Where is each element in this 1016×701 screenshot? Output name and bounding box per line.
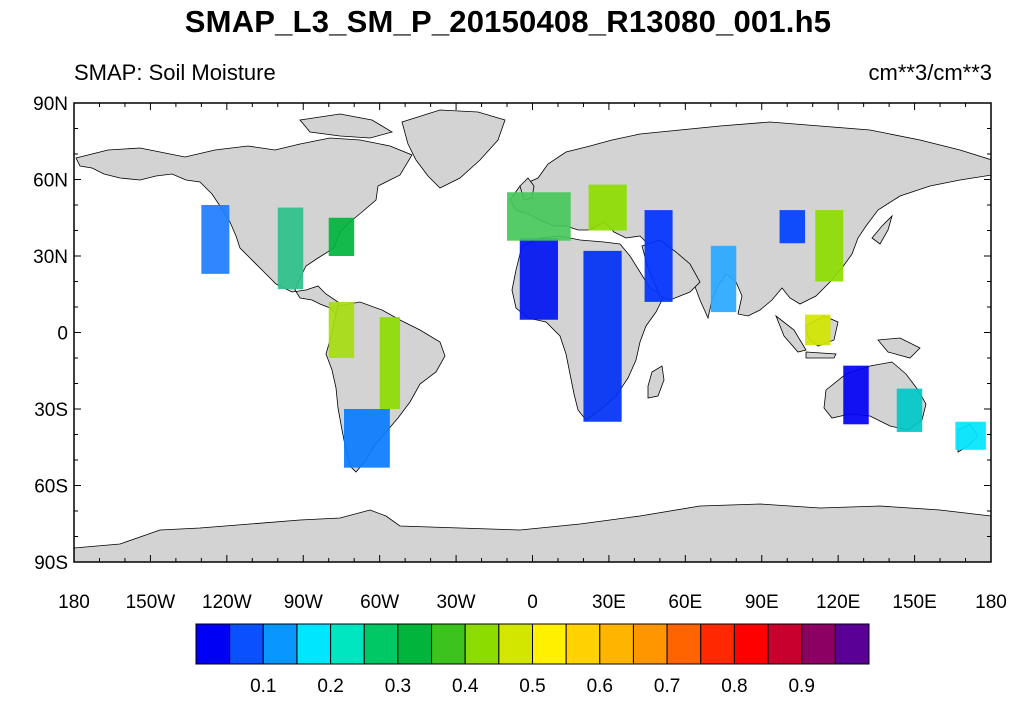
colorbar (195, 623, 870, 665)
colorbar-swatch (229, 623, 264, 665)
lon-label: 120W (202, 592, 252, 613)
units-label: cm**3/cm**3 (868, 60, 992, 85)
swath-borneo (805, 314, 831, 346)
variable-label: SMAP: Soil Moisture (74, 60, 276, 85)
swath-new-zealand (955, 421, 986, 450)
swath-europe-east (588, 184, 627, 231)
colorbar-label: 0.9 (788, 676, 814, 697)
colorbar-swatch (397, 623, 433, 665)
colorbar-label: 0.4 (452, 676, 479, 697)
colorbar-swatch (363, 623, 399, 665)
lon-label: 150E (892, 592, 936, 613)
swath-central-asia (779, 210, 806, 244)
land-japan (871, 214, 893, 245)
land-antarctica (74, 503, 991, 562)
land-arctic-islands (299, 113, 394, 139)
colorbar-swatch (632, 623, 668, 665)
land-north-america (75, 137, 413, 320)
swath-australia-west (843, 365, 869, 425)
colorbar-label: 0.1 (250, 676, 276, 697)
colorbar-swatch (666, 623, 702, 665)
swath-amazon-east (379, 317, 401, 409)
colorbar-swatch (767, 623, 803, 665)
swath-south-america-south (344, 409, 390, 468)
lon-label: 90E (745, 592, 779, 613)
colorbar-swatch (599, 623, 634, 665)
swath-east-africa (583, 250, 622, 422)
map-title: SMAP_L3_SM_P_20150408_R13080_001.h5 (184, 4, 832, 39)
colorbar-labels: 0.1 0.2 0.3 0.4 0.5 0.6 0.7 0.8 0.9 (250, 676, 815, 697)
swath-amazon-west (328, 301, 355, 358)
colorbar-swatch (464, 623, 500, 665)
colorbar-swatch (801, 623, 836, 665)
swath-central-north-america (277, 207, 304, 290)
land-new-guinea (877, 337, 921, 359)
lat-label: 30S (34, 400, 68, 421)
colorbar-label: 0.3 (385, 676, 411, 697)
swath-east-china (815, 210, 844, 282)
swath-western-north-america (201, 205, 230, 274)
land-eurasia (509, 121, 991, 320)
colorbar-swatch (195, 623, 231, 665)
colorbar-label: 0.5 (519, 676, 545, 697)
lon-label: 90W (284, 592, 323, 613)
land-sumatra (775, 314, 807, 353)
lon-label: 0 (527, 592, 538, 613)
colorbar-swatch (498, 623, 534, 665)
swath-eastern-north-america (328, 217, 355, 256)
land-madagascar (647, 365, 665, 399)
colorbar-swatch (565, 623, 601, 665)
land-java (805, 351, 837, 359)
lon-label: 60E (668, 592, 702, 613)
lat-label: 60S (34, 477, 68, 498)
colorbar-swatch (834, 623, 870, 665)
land-greenland (401, 109, 506, 189)
lat-label: 30N (33, 247, 68, 268)
swath-europe-west (507, 192, 571, 241)
colorbar-label: 0.7 (654, 676, 680, 697)
colorbar-swatch (296, 623, 332, 665)
lon-label: 30E (592, 592, 626, 613)
lon-label: 60W (360, 592, 399, 613)
lon-label: 30W (437, 592, 476, 613)
lat-label: 60N (33, 171, 68, 192)
lat-label: 90S (34, 553, 68, 574)
lon-label: 180 (58, 592, 90, 613)
longitude-labels: 180 150W 120W 90W 60W 30W 0 30E 60E 90E 120E 150E 18… (58, 592, 1007, 613)
soil-moisture-swaths (201, 184, 986, 468)
lat-label: 90N (33, 94, 68, 115)
colorbar-label: 0.2 (317, 676, 343, 697)
axis-ticks (73, 102, 992, 563)
colorbar-swatch (431, 623, 466, 665)
swath-west-africa (519, 238, 558, 320)
colorbar-swatch (700, 623, 735, 665)
lon-label: 120E (816, 592, 860, 613)
colorbar-swatch (330, 623, 365, 665)
swath-arabia (644, 210, 673, 302)
latitude-labels: 90N 60N 30N 0 30S 60S 90S (33, 94, 68, 574)
colorbar-swatch (262, 623, 298, 665)
lon-label: 180 (975, 592, 1007, 613)
colorbar-label: 0.8 (721, 676, 747, 697)
lat-label: 0 (57, 324, 68, 345)
swath-india (710, 245, 737, 313)
colorbar-label: 0.6 (587, 676, 613, 697)
lon-label: 150W (126, 592, 176, 613)
colorbar-swatch (733, 623, 769, 665)
swath-australia-east (896, 388, 923, 432)
colorbar-swatch (532, 623, 567, 665)
